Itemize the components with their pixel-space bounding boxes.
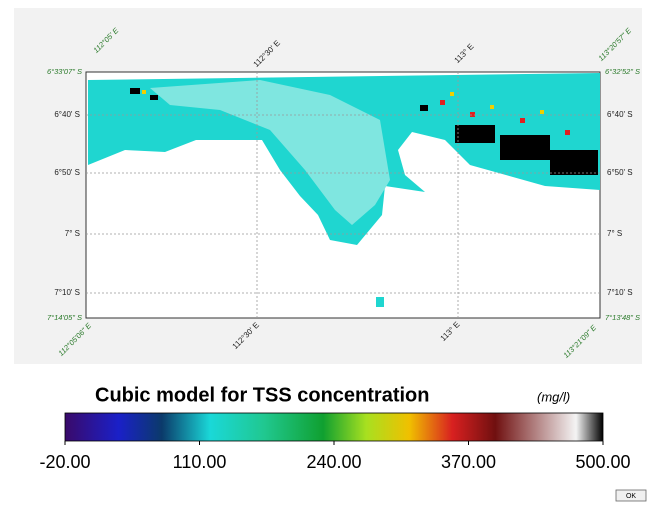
corner-label: 7°13'48" S xyxy=(605,313,640,322)
map xyxy=(85,71,601,319)
low-tss xyxy=(142,90,544,114)
colorbar-tick-label: 370.00 xyxy=(441,452,496,472)
island-water xyxy=(376,297,384,307)
lat-label: 7°10' S xyxy=(607,288,633,297)
high-tss xyxy=(130,88,598,175)
lat-label: 6°40' S xyxy=(54,110,80,119)
lat-label: 7° S xyxy=(65,229,80,238)
mid-tss xyxy=(440,100,570,135)
corner-label: 6°33'07" S xyxy=(47,67,82,76)
colorbar-tick-label: 110.00 xyxy=(173,452,227,472)
button-label[interactable]: OK xyxy=(626,493,636,500)
lat-label: 7° S xyxy=(607,229,622,238)
colorbar: Cubic model for TSS concentration (mg/l)… xyxy=(39,384,630,471)
colorbar-title: Cubic model for TSS concentration xyxy=(95,384,429,406)
colorbar-unit: (mg/l) xyxy=(537,389,570,404)
lat-label: 6°50' S xyxy=(607,168,633,177)
colorbar-tick-label: 240.00 xyxy=(306,452,361,472)
plume xyxy=(150,80,390,225)
lat-label: 6°40' S xyxy=(607,110,633,119)
button-frame[interactable] xyxy=(615,489,647,502)
corner-label: 6°32'52" S xyxy=(605,67,640,76)
ok-button[interactable]: OK xyxy=(615,489,647,502)
lat-label: 7°10' S xyxy=(54,288,80,297)
colorbar-gradient xyxy=(64,412,604,442)
corner-label: 7°14'05" S xyxy=(47,313,82,322)
colorbar-tick-label: -20.00 xyxy=(39,452,90,472)
colorbar-tick-label: 500.00 xyxy=(575,452,630,472)
lat-label: 6°50' S xyxy=(54,168,80,177)
